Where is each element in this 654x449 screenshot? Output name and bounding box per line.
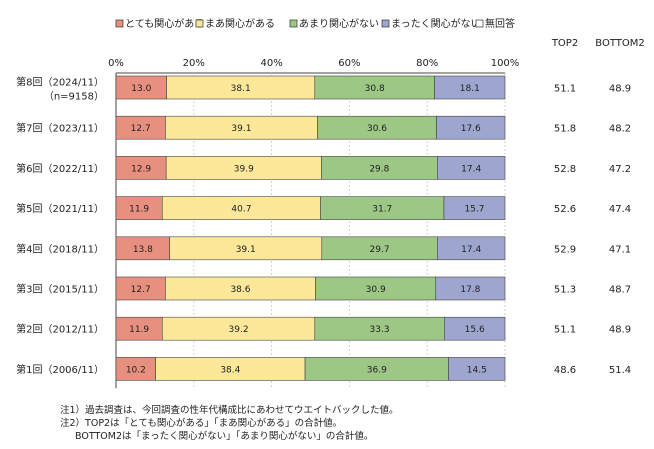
x-tick-label: 20% <box>183 58 205 69</box>
category-label: 第4回（2018/11） <box>16 242 104 255</box>
summary-columns: 51.1 48.9 51.8 48.2 52.8 47.2 52.6 47.4 52.9 47.1… <box>551 38 645 376</box>
legend-swatch <box>195 19 204 28</box>
summary-value: 48.7 <box>609 285 631 296</box>
category-sublabel: （n=9158） <box>44 91 104 103</box>
data-label: 39.1 <box>236 245 256 255</box>
data-label: 39.2 <box>229 325 249 335</box>
data-label: 14.5 <box>467 365 487 375</box>
legend-label: まったく関心がない <box>391 17 481 30</box>
legend-swatch <box>381 19 390 28</box>
summary-value: 47.2 <box>609 164 631 175</box>
data-label: 17.8 <box>460 285 480 295</box>
x-tick-label: 60% <box>338 58 360 69</box>
summary-value: 52.8 <box>554 164 576 175</box>
bars: 13.0 38.1 30.8 18.1 12.7 39.1 30.6 17.6 12.9 39.9… <box>115 75 506 381</box>
legend-label: あまり関心がない <box>299 17 379 30</box>
summary-value: 51.3 <box>554 285 576 296</box>
x-tick-label: 0% <box>108 58 124 69</box>
legend-swatch <box>115 19 124 28</box>
summary-value: 51.1 <box>554 325 576 336</box>
category-label: 第5回（2021/11） <box>16 202 104 215</box>
bar-segment <box>434 75 506 100</box>
data-label: 29.8 <box>369 164 389 174</box>
x-tick-label: 40% <box>260 58 282 69</box>
summary-value: 48.6 <box>554 365 576 376</box>
data-label: 13.0 <box>131 84 151 94</box>
data-label: 38.4 <box>220 365 240 375</box>
category-label: 第7回（2023/11） <box>16 122 104 135</box>
data-label: 17.4 <box>461 245 481 255</box>
x-tick-label: 100% <box>491 58 520 69</box>
bar-segment <box>443 196 506 220</box>
data-label: 11.9 <box>129 205 149 215</box>
legend-label: 無回答 <box>485 17 515 30</box>
data-label: 17.4 <box>461 164 481 174</box>
summary-value: 51.8 <box>554 124 576 135</box>
summary-header: BOTTOM2 <box>595 38 644 49</box>
summary-value: 48.9 <box>609 84 631 95</box>
data-label: 29.7 <box>370 245 390 255</box>
footnote-3: BOTTOM2は「まったく関心がない」「あまり関心がない」の合計値。 <box>75 431 374 442</box>
category-label: 第2回（2012/11） <box>16 323 104 336</box>
bar-segment <box>437 236 506 261</box>
data-label: 15.6 <box>465 325 485 335</box>
summary-value: 52.6 <box>554 204 576 215</box>
footnote-1: 注1）過去調査は、今回調査の性年代構成比にあわせてウエイトバックした値。 <box>60 405 399 416</box>
bar-segment <box>437 156 506 180</box>
summary-value: 52.9 <box>554 244 576 255</box>
legend-swatch <box>289 19 298 28</box>
category-labels: 第8回（2024/11） （n=9158） 第7回（2023/11） 第6回（2022… <box>16 76 104 376</box>
data-label: 12.7 <box>131 285 151 295</box>
summary-value: 47.4 <box>609 204 631 215</box>
x-tick-label: 80% <box>416 58 438 69</box>
legend-label: とても関心がある <box>125 17 204 30</box>
summary-value: 51.4 <box>609 365 631 376</box>
category-label: 第8回（2024/11） <box>16 76 104 89</box>
data-label: 31.7 <box>372 205 392 215</box>
data-label: 39.1 <box>231 124 251 134</box>
bar-segment <box>436 115 506 140</box>
category-label: 第1回（2006/11） <box>16 363 104 376</box>
summary-value: 51.1 <box>554 84 576 95</box>
summary-value: 48.2 <box>609 124 631 135</box>
data-label: 12.7 <box>131 124 151 134</box>
data-label: 40.7 <box>231 205 251 215</box>
data-label: 38.6 <box>230 285 250 295</box>
data-label: 13.8 <box>133 245 153 255</box>
category-label: 第3回（2015/11） <box>16 283 104 296</box>
category-label: 第6回（2022/11） <box>16 162 104 175</box>
data-label: 39.9 <box>234 164 254 174</box>
data-label: 33.3 <box>370 325 390 335</box>
data-label: 17.6 <box>461 124 481 134</box>
data-label: 30.6 <box>367 124 387 134</box>
x-axis: 0% 20% 40% 60% 80% 100% <box>108 58 520 74</box>
summary-value: 47.1 <box>609 244 631 255</box>
chart-legend: とても関心がある まあ関心がある あまり関心がない まったく関心がない 無回答 <box>115 17 515 30</box>
footnote-2: 注2）TOP2は「とても関心がある」「まあ関心がある」の合計値。 <box>60 418 343 429</box>
data-label: 12.9 <box>131 164 151 174</box>
legend-label: まあ関心がある <box>205 17 275 30</box>
bar-segment <box>444 316 506 341</box>
data-label: 10.2 <box>126 365 146 375</box>
data-label: 36.9 <box>367 365 387 375</box>
bar-segment <box>435 276 506 301</box>
data-label: 30.8 <box>365 84 385 94</box>
summary-header: TOP2 <box>551 38 578 49</box>
data-label: 11.9 <box>129 325 149 335</box>
data-label: 15.7 <box>464 205 484 215</box>
data-label: 38.1 <box>231 84 251 94</box>
bar-segment <box>448 357 506 381</box>
data-label: 30.9 <box>366 285 386 295</box>
summary-value: 48.9 <box>609 325 631 336</box>
footnotes: 注1）過去調査は、今回調査の性年代構成比にあわせてウエイトバックした値。 注2）… <box>60 404 399 443</box>
legend-swatch <box>475 19 484 28</box>
data-label: 18.1 <box>460 84 480 94</box>
